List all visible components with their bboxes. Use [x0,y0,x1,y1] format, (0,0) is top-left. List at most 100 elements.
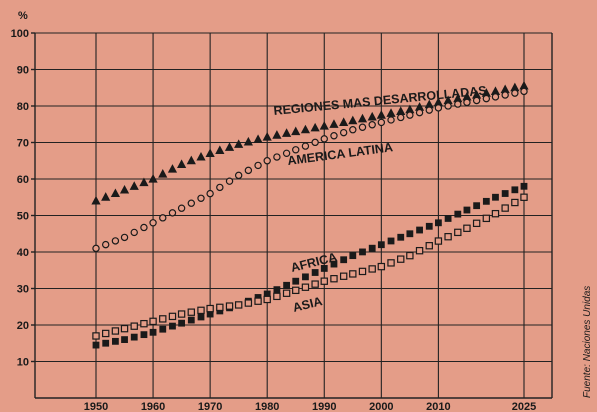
marker-s1 [444,102,452,110]
marker-s2 [444,215,452,222]
marker-s1 [149,219,157,227]
y-tick-label-90: 90 [17,65,29,77]
marker-s3 [397,255,405,263]
marker-s1 [130,228,138,237]
x-tick-label-1970: 1970 [198,401,222,412]
marker-s0 [282,128,292,137]
series-1 [92,87,528,253]
marker-s1 [491,93,500,101]
marker-s3 [415,246,424,255]
marker-s3 [501,204,509,212]
marker-s3 [292,286,300,295]
marker-s1 [482,94,491,103]
marker-s3 [120,324,129,333]
marker-s3 [168,312,177,321]
marker-s0 [357,113,368,123]
marker-s2 [292,277,300,285]
marker-s0 [396,106,406,116]
marker-s2 [368,244,376,252]
marker-s1 [472,96,481,105]
marker-s0 [300,124,311,134]
y-tick-labels: 10 20 30 40 50 60 70 80 90 100 [11,28,29,369]
marker-s1 [225,177,234,185]
marker-s0 [291,126,301,136]
marker-s2 [463,206,471,214]
y-tick-label-30: 30 [17,284,29,296]
marker-s1 [187,199,196,207]
marker-s2 [159,325,167,333]
marker-s3 [273,292,281,301]
marker-s0 [101,192,111,201]
marker-s0 [91,195,101,205]
x-tick-label-2025: 2025 [512,401,536,412]
y-tick-label-60: 60 [17,174,29,186]
marker-s1 [292,146,300,154]
marker-s0 [224,142,235,151]
y-axis-unit: % [18,10,28,22]
marker-s3 [339,272,348,280]
marker-s3 [320,277,328,285]
marker-s1 [234,171,243,180]
marker-s3 [387,259,395,267]
marker-s0 [462,91,472,101]
marker-s1 [387,116,395,124]
marker-s0 [472,90,482,99]
marker-s0 [262,132,272,141]
marker-s3 [216,303,224,312]
marker-s1 [197,194,205,202]
marker-s0 [205,148,215,158]
marker-s1 [159,214,167,222]
marker-s1 [463,98,471,107]
marker-s0 [119,184,130,194]
marker-s3 [368,265,376,273]
marker-s2 [330,260,338,268]
series-label-asia: ASIA [291,294,323,315]
marker-s1 [216,183,224,192]
marker-s1 [282,149,291,158]
marker-s2 [130,333,138,341]
marker-s2 [492,193,499,201]
marker-s2 [121,336,128,343]
marker-s3 [177,310,186,318]
marker-s2 [340,256,348,264]
marker-s2 [102,339,110,347]
marker-s0 [196,151,206,161]
marker-s0 [453,93,463,103]
marker-s2 [149,328,157,336]
marker-s2 [112,337,119,345]
marker-s3 [187,308,196,316]
marker-s1 [330,132,338,140]
marker-s1 [501,91,509,99]
marker-s2 [359,248,366,256]
marker-s1 [415,108,424,117]
marker-s0 [139,177,149,187]
marker-s3 [92,332,100,340]
marker-s0 [424,99,434,109]
marker-s3 [301,283,310,291]
y-tick-label-40: 40 [17,247,29,259]
marker-s3 [358,267,367,276]
marker-s0 [405,104,415,114]
marker-s1 [320,135,328,143]
marker-s2 [454,210,462,218]
marker-s3 [197,306,205,315]
marker-s2 [302,273,309,281]
x-tick-label-1960: 1960 [141,401,165,412]
marker-s0 [177,159,187,168]
marker-s3 [511,198,519,207]
marker-s3 [206,304,214,313]
marker-s0 [329,119,339,128]
marker-s0 [367,111,377,121]
marker-s0 [148,174,158,183]
marker-s1 [273,153,281,161]
marker-s0 [129,181,139,190]
marker-s3 [282,289,291,297]
marker-s1 [120,233,129,242]
marker-s1 [177,204,186,212]
marker-s0 [386,108,396,117]
marker-s3 [311,280,319,288]
marker-s2 [206,310,214,318]
x-tick-label-2010: 2010 [426,401,450,412]
marker-s1 [397,113,405,122]
